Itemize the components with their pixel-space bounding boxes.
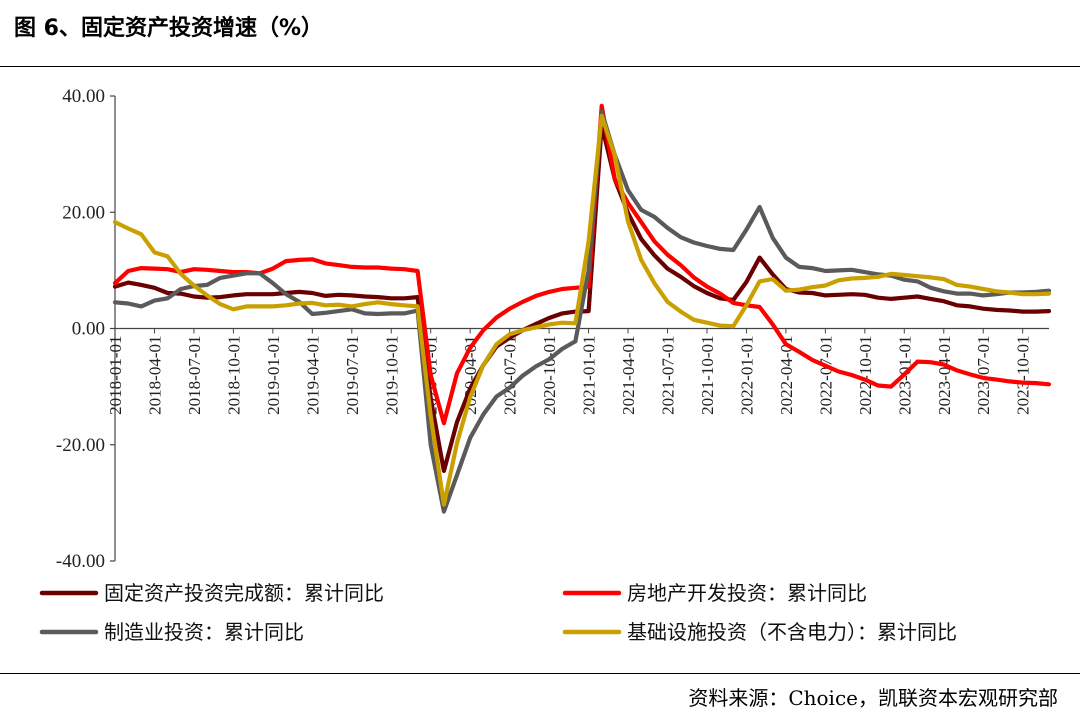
legend-label-1: 固定资产投资完成额：累计同比 bbox=[104, 581, 384, 605]
x-tick-label: 2023-04-01 bbox=[935, 336, 954, 415]
chart-title: 图 6、固定资产投资增速（%） bbox=[14, 16, 324, 41]
x-tick-label: 2021-01-01 bbox=[580, 336, 599, 415]
x-tick-label: 2022-07-01 bbox=[816, 336, 835, 415]
y-tick-label: 20.00 bbox=[62, 202, 105, 223]
y-tick-label: 0.00 bbox=[72, 319, 105, 340]
series-line-3 bbox=[112, 109, 1052, 514]
x-tick-label: 2021-04-01 bbox=[619, 336, 638, 415]
source-note: 资料来源：Choice，凯联资本宏观研究部 bbox=[688, 686, 1058, 710]
legend-label-2: 房地产开发投资：累计同比 bbox=[627, 581, 867, 605]
x-tick-label: 2019-07-01 bbox=[343, 336, 362, 415]
y-tick-label: -40.00 bbox=[56, 551, 105, 572]
x-tick-label: 2019-04-01 bbox=[303, 336, 322, 415]
x-tick-label: 2020-10-01 bbox=[540, 336, 559, 415]
x-tick-label: 2018-01-01 bbox=[106, 336, 125, 415]
x-tick-label: 2018-10-01 bbox=[224, 336, 243, 415]
x-tick-label: 2022-04-01 bbox=[777, 336, 796, 415]
x-tick-label: 2021-07-01 bbox=[659, 336, 678, 415]
x-tick-label: 2023-07-01 bbox=[974, 336, 993, 415]
axes: 40.00 20.00 0.00 -20.00 -40.00 2018-01-01 2018… bbox=[56, 86, 1049, 572]
y-tick-label: -20.00 bbox=[56, 435, 105, 456]
series-line-4 bbox=[112, 113, 1052, 507]
y-tick-label: 40.00 bbox=[62, 86, 105, 107]
top-rule bbox=[0, 66, 1080, 67]
x-tick-label: 2019-01-01 bbox=[264, 336, 283, 415]
x-tick-label: 2022-01-01 bbox=[737, 336, 756, 415]
x-tick-label: 2020-07-01 bbox=[501, 336, 520, 415]
x-tick-label: 2018-04-01 bbox=[145, 336, 164, 415]
series-layer bbox=[112, 103, 1052, 514]
x-tick-label: 2019-10-01 bbox=[382, 336, 401, 415]
x-tick-label: 2022-10-01 bbox=[856, 336, 875, 415]
bottom-rule bbox=[0, 673, 1080, 674]
x-tick-label: 2023-10-01 bbox=[1014, 336, 1033, 415]
legend-label-4: 基础设施投资（不含电力）：累计同比 bbox=[627, 620, 957, 644]
legend-label-3: 制造业投资：累计同比 bbox=[104, 620, 304, 644]
x-tick-label: 2018-07-01 bbox=[185, 336, 204, 415]
x-tick-label: 2021-10-01 bbox=[698, 336, 717, 415]
